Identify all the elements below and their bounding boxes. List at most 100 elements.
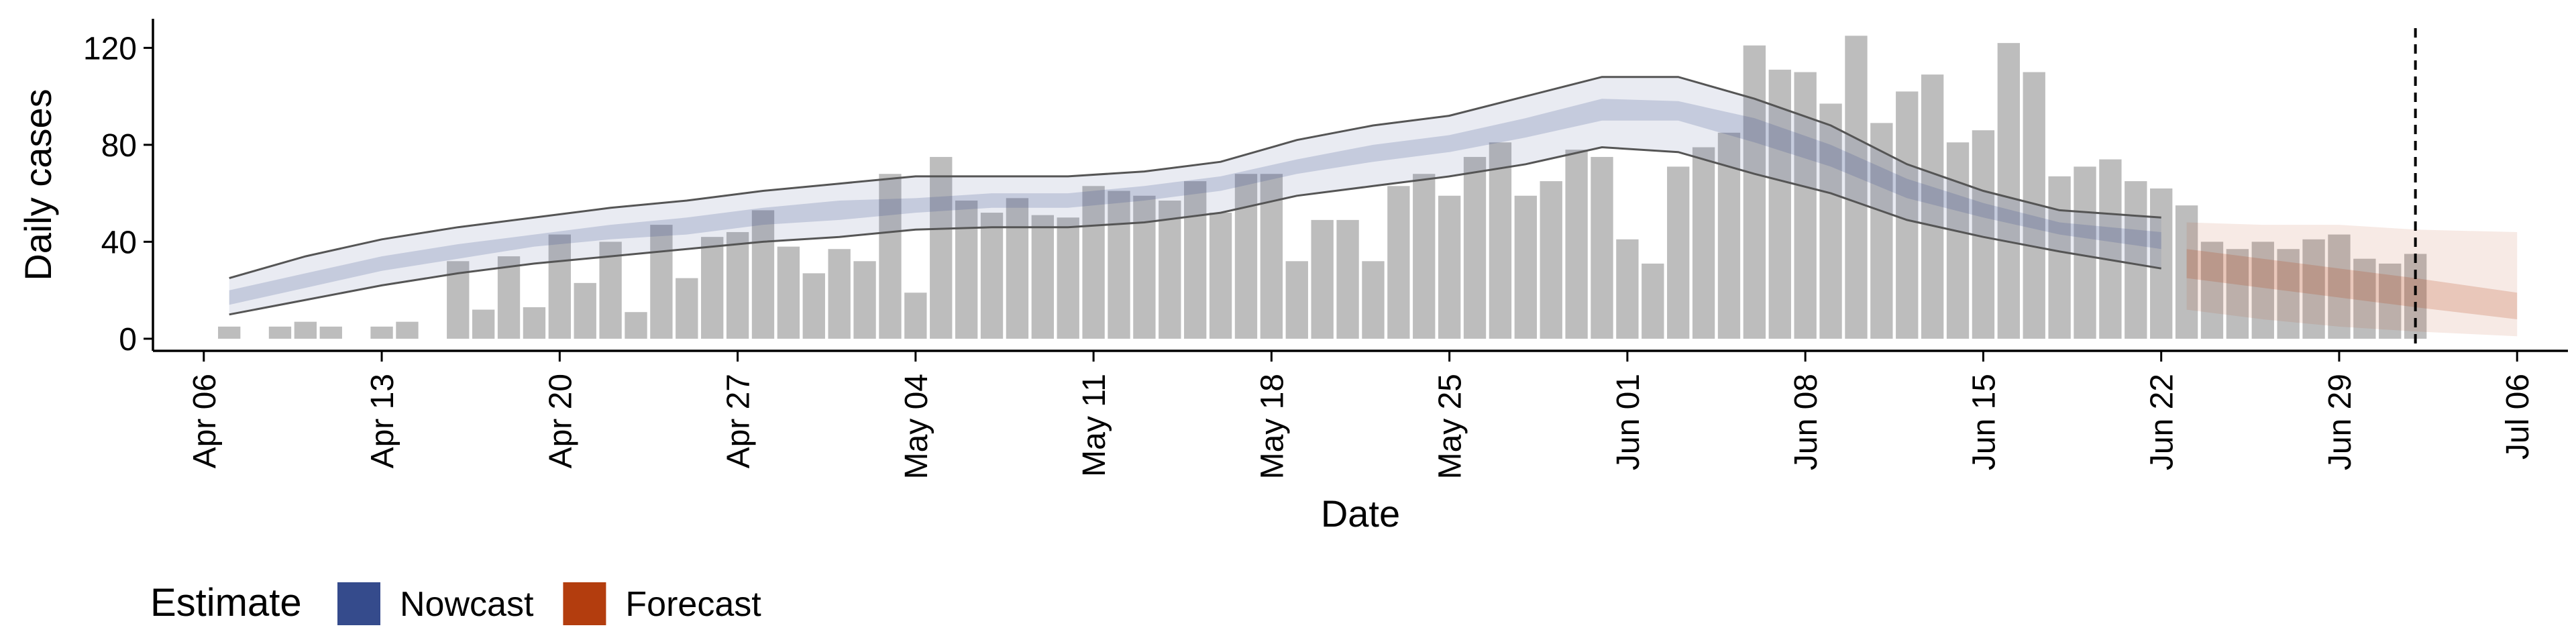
x-tick-label: Apr 06 xyxy=(187,374,223,468)
bar xyxy=(396,321,419,339)
bar xyxy=(548,234,571,339)
bar xyxy=(1082,186,1105,339)
bar xyxy=(1692,147,1715,339)
bar xyxy=(1285,261,1308,339)
line-layer xyxy=(229,28,2417,351)
bar xyxy=(777,246,800,339)
legend-label-forecast: Forecast xyxy=(625,585,761,624)
x-tick-label: Jun 08 xyxy=(1788,374,1824,470)
bar xyxy=(650,225,673,339)
axes: 0 40 80 120 Apr 06 Apr 13 Apr 20 Apr 27 May 04 Ma… xyxy=(17,19,2568,535)
bar xyxy=(930,156,953,339)
bar xyxy=(1946,142,1970,339)
bar xyxy=(1896,91,1919,339)
bar xyxy=(1336,219,1359,339)
bar xyxy=(1463,156,1487,339)
forecast-inner-band xyxy=(2186,249,2518,319)
x-tick-label: May 25 xyxy=(1433,374,1468,479)
bar xyxy=(1209,213,1232,339)
bar xyxy=(294,321,317,339)
x-tick-label: Jul 06 xyxy=(2500,374,2536,460)
bar xyxy=(726,231,749,339)
bar xyxy=(802,273,825,339)
legend: Estimate Nowcast Forecast xyxy=(150,581,761,625)
y-tick-label: 80 xyxy=(101,128,137,164)
x-tick-label: Apr 20 xyxy=(543,374,578,468)
bar xyxy=(2353,258,2376,339)
bar xyxy=(1768,69,1791,339)
bar xyxy=(701,237,724,339)
y-tick-label: 40 xyxy=(101,225,137,260)
bar xyxy=(1311,219,1334,339)
bar xyxy=(370,326,393,339)
bar xyxy=(1413,174,1436,339)
bar xyxy=(1845,36,1868,339)
bar xyxy=(853,261,876,339)
bar xyxy=(523,307,546,339)
x-axis-title: Date xyxy=(1321,492,1400,535)
nowcast-lower-line xyxy=(229,146,2161,316)
y-axis-title: Daily cases xyxy=(17,89,59,280)
bar xyxy=(2328,234,2351,339)
bar xyxy=(2099,159,2122,339)
y-tick-label: 0 xyxy=(119,322,137,358)
legend-label-nowcast: Nowcast xyxy=(400,585,534,624)
bar xyxy=(1133,195,1156,339)
bar xyxy=(2074,166,2096,339)
bar xyxy=(904,292,927,339)
bar xyxy=(1057,217,1079,339)
bar xyxy=(1870,123,1893,339)
bar xyxy=(2125,181,2147,339)
bar xyxy=(1997,43,2020,339)
bar xyxy=(1921,74,1944,339)
legend-swatch-nowcast xyxy=(337,582,380,625)
bar xyxy=(2200,241,2224,339)
x-tick-label: Apr 13 xyxy=(365,374,400,468)
bar xyxy=(1362,261,1385,339)
bar xyxy=(2226,249,2249,339)
nowcast-outer-band xyxy=(229,76,2161,315)
bar xyxy=(497,256,521,339)
bar xyxy=(2175,205,2198,339)
bar xyxy=(2150,188,2173,339)
x-tick-label: Jun 22 xyxy=(2145,374,2180,470)
bar xyxy=(1642,263,1664,339)
bar xyxy=(1743,45,1766,339)
bar xyxy=(1031,215,1054,339)
bar xyxy=(1234,174,1258,339)
bar xyxy=(574,282,596,339)
x-tick-label: May 11 xyxy=(1077,374,1112,477)
bar xyxy=(980,213,1004,339)
bar xyxy=(1616,239,1639,339)
bar xyxy=(2048,176,2071,339)
bar xyxy=(268,326,292,339)
x-tick-label: Apr 27 xyxy=(721,374,757,468)
x-tick-label: Jun 15 xyxy=(1966,374,2002,470)
bar xyxy=(676,278,698,339)
bar xyxy=(751,210,775,339)
bar xyxy=(1565,150,1588,339)
bar xyxy=(828,249,851,339)
bar xyxy=(1667,166,1690,339)
forecast-outer-band xyxy=(2186,222,2518,337)
bar xyxy=(879,174,902,339)
bar xyxy=(955,200,978,339)
bar xyxy=(1159,200,1181,339)
bar xyxy=(1591,156,1613,339)
bar xyxy=(2251,241,2274,339)
legend-title: Estimate xyxy=(150,581,302,625)
bar xyxy=(1794,72,1817,339)
bar xyxy=(625,312,647,339)
y-tick-label: 120 xyxy=(83,31,137,66)
bar xyxy=(1438,195,1461,339)
bar xyxy=(2277,249,2300,339)
nowcast-upper-line xyxy=(229,76,2161,280)
x-tick-label: Jun 29 xyxy=(2322,374,2358,470)
bar xyxy=(1540,181,1562,339)
legend-swatch-forecast xyxy=(563,582,606,625)
bar-layer xyxy=(218,36,2427,339)
bar xyxy=(2379,263,2402,339)
bar xyxy=(1184,181,1207,339)
band-layer xyxy=(229,76,2518,337)
